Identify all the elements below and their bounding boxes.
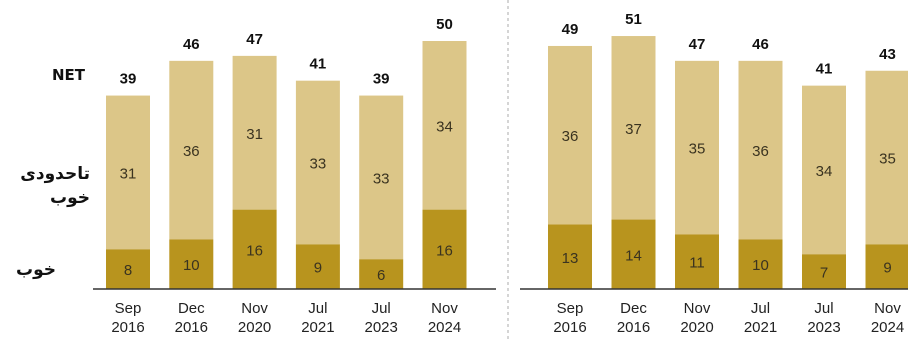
net-label: 39: [373, 71, 390, 88]
value-label-somewhat-good: 33: [310, 156, 327, 173]
x-tick-label: 2024: [871, 319, 904, 336]
net-label: 47: [246, 31, 263, 48]
value-label-somewhat-good: 35: [689, 141, 706, 158]
net-label: 41: [816, 61, 833, 78]
value-label-somewhat-good: 31: [246, 126, 263, 143]
x-tick-label: Jul: [751, 300, 770, 317]
net-label: 51: [625, 11, 642, 28]
x-tick-label: Nov: [874, 300, 901, 317]
value-label-good: 7: [820, 265, 828, 282]
value-label-good: 16: [436, 242, 453, 259]
x-tick-label: 2016: [553, 319, 586, 336]
x-tick-label: Nov: [241, 300, 268, 317]
net-label: 46: [183, 36, 200, 53]
net-label: 41: [310, 56, 327, 73]
x-tick-label: 2021: [744, 319, 777, 336]
value-label-somewhat-good: 34: [436, 118, 453, 135]
x-tick-label: Nov: [431, 300, 458, 317]
value-label-good: 6: [377, 267, 385, 284]
x-tick-label: 2024: [428, 319, 461, 336]
x-tick-label: 2020: [238, 319, 271, 336]
value-label-good: 9: [314, 260, 322, 277]
value-label-somewhat-good: 34: [816, 163, 833, 180]
value-label-somewhat-good: 36: [183, 143, 200, 160]
value-label-good: 11: [689, 255, 705, 272]
net-label: 46: [752, 36, 769, 53]
value-label-somewhat-good: 37: [625, 121, 642, 138]
x-tick-label: Dec: [620, 300, 647, 317]
value-label-good: 10: [752, 257, 769, 274]
x-tick-label: 2023: [807, 319, 840, 336]
value-label-somewhat-good: 33: [373, 170, 390, 187]
x-tick-label: 2016: [617, 319, 650, 336]
x-tick-label: Nov: [684, 300, 711, 317]
value-label-somewhat-good: 35: [879, 151, 896, 168]
x-tick-label: Sep: [557, 300, 584, 317]
x-tick-label: Jul: [308, 300, 327, 317]
net-label: 43: [879, 46, 896, 63]
x-tick-label: Jul: [814, 300, 833, 317]
value-label-somewhat-good: 36: [752, 143, 769, 160]
x-tick-label: Sep: [115, 300, 142, 317]
value-label-good: 10: [183, 257, 200, 274]
value-label-good: 13: [562, 250, 579, 267]
net-label: 47: [689, 36, 706, 53]
value-label-good: 14: [625, 247, 642, 264]
x-tick-label: 2016: [111, 319, 144, 336]
net-label: 50: [436, 16, 453, 33]
x-tick-label: 2021: [301, 319, 334, 336]
x-tick-label: Dec: [178, 300, 205, 317]
value-label-somewhat-good: 36: [562, 128, 579, 145]
net-label: 39: [120, 71, 137, 88]
value-label-good: 8: [124, 262, 132, 279]
value-label-good: 16: [246, 242, 263, 259]
x-tick-label: 2016: [175, 319, 208, 336]
net-label: 49: [562, 21, 579, 38]
x-tick-label: Jul: [372, 300, 391, 317]
value-label-somewhat-good: 31: [120, 165, 137, 182]
value-label-good: 9: [883, 260, 891, 277]
x-tick-label: 2020: [680, 319, 713, 336]
x-tick-label: 2023: [365, 319, 398, 336]
